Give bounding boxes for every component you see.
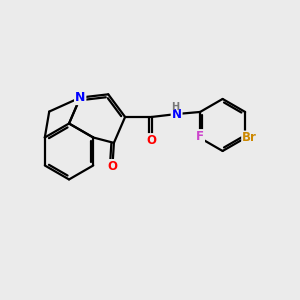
Text: O: O [107, 160, 117, 173]
Text: H: H [171, 102, 179, 112]
Text: F: F [196, 130, 204, 143]
Text: N: N [172, 107, 182, 121]
Text: N: N [75, 91, 86, 104]
Text: O: O [147, 134, 157, 147]
Text: Br: Br [242, 131, 257, 145]
